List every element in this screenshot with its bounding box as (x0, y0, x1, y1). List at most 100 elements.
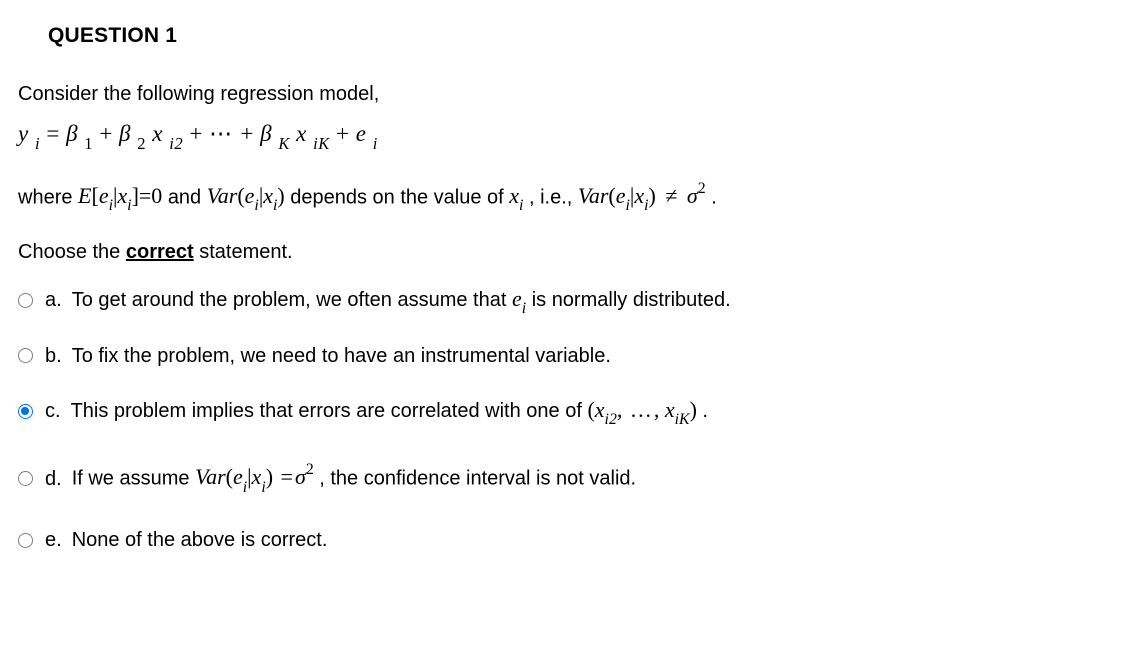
choice-a-letter: a. (45, 285, 62, 315)
cond-E: E (78, 183, 91, 208)
choice-d-open: ( (226, 464, 233, 489)
choice-c-comma2: , (654, 397, 660, 422)
choice-d-e: e (233, 464, 243, 489)
choice-c-comma1: , (617, 397, 623, 422)
eq-plus1: + (99, 121, 112, 146)
choice-d-close: ) (266, 464, 273, 489)
eq-x1: x (152, 121, 163, 146)
eq-eq: = (46, 121, 59, 146)
choice-c-i2: i2 (605, 411, 617, 428)
prompt-post: statement. (194, 241, 293, 263)
choice-a-pre: To get around the problem, we often assu… (72, 289, 512, 311)
prompt-pre: Choose the (18, 241, 126, 263)
eq-beta2-sub: 2 (137, 134, 146, 153)
cond-x3-sub: i (519, 197, 523, 214)
cond-e1: e (99, 183, 109, 208)
cond-where: where (18, 186, 78, 208)
cond-x1: x (117, 183, 127, 208)
regression-equation: y i = β 1 + β 2 x i2 + ⋯ + β K x iK + e … (18, 121, 1130, 152)
choice-c-close: ) (690, 397, 697, 422)
eq-y: y (18, 121, 29, 146)
radio-d[interactable] (18, 471, 33, 486)
cond-sq: 2 (698, 180, 706, 197)
cond-var1: Var (207, 183, 238, 208)
radio-b[interactable] (18, 348, 33, 363)
cond-pc2: ) (649, 183, 656, 208)
eq-e-sub: i (373, 134, 378, 153)
choice-d-sq: 2 (306, 461, 314, 478)
choice-d-sigma: σ (295, 464, 306, 489)
choice-c-text: This problem implies that errors are cor… (71, 393, 708, 430)
eq-beta2: β (119, 121, 131, 146)
choice-c-dots: … (628, 397, 654, 422)
question-page: QUESTION 1 Consider the following regres… (0, 0, 1148, 670)
cond-x2: x (263, 183, 273, 208)
choice-b-letter: b. (45, 341, 62, 371)
radio-c[interactable] (18, 404, 33, 419)
choice-d-xi: i (261, 479, 265, 496)
choice-c-open: ( (587, 397, 594, 422)
choice-c-letter: c. (45, 396, 61, 426)
eq-xK: x (296, 121, 307, 146)
cond-ie: , i.e., (529, 186, 578, 208)
eq-plus2: + (189, 121, 202, 146)
cond-dot: . (711, 186, 717, 208)
choice-c[interactable]: c. This problem implies that errors are … (18, 393, 1130, 430)
choice-d-text: If we assume Var(ei|xi) =σ2 , the confid… (72, 460, 636, 497)
choice-d-post: , the confidence interval is not valid. (319, 467, 636, 489)
cond-x4: x (634, 183, 644, 208)
eq-plus4: + (336, 121, 349, 146)
choice-a[interactable]: a. To get around the problem, we often a… (18, 282, 1130, 319)
eq-xK-sub: iK (313, 134, 330, 153)
cond-sigma: σ (687, 183, 698, 208)
stem-intro: Consider the following regression model, (18, 80, 1130, 109)
cond-e3: e (616, 183, 626, 208)
choice-b-text: To fix the problem, we need to have an i… (72, 341, 611, 371)
choice-c-x1: x (595, 397, 605, 422)
choice-c-dot: . (702, 400, 708, 422)
cond-x3: x (509, 183, 519, 208)
question-number: QUESTION 1 (48, 24, 1130, 48)
prompt: Choose the correct statement. (18, 241, 1130, 264)
eq-e: e (356, 121, 367, 146)
cond-neq: ≠ (661, 183, 681, 208)
eq-x1-sub: i2 (169, 134, 183, 153)
cond-po1: ( (237, 183, 244, 208)
cond-x4-sub: i (644, 197, 648, 214)
eq-betaK: β (260, 121, 272, 146)
cond-e2: e (245, 183, 255, 208)
cond-close: ] (132, 183, 139, 208)
prompt-u: correct (126, 241, 194, 263)
radio-a[interactable] (18, 293, 33, 308)
choice-a-text: To get around the problem, we often assu… (72, 282, 731, 319)
choice-a-post: is normally distributed. (532, 289, 731, 311)
choice-d-eq: = (279, 464, 295, 489)
cond-eq0: =0 (139, 183, 162, 208)
choice-b[interactable]: b. To fix the problem, we need to have a… (18, 341, 1130, 371)
choices: a. To get around the problem, we often a… (18, 282, 1130, 556)
choice-d-letter: d. (45, 464, 62, 494)
choice-a-e: e (512, 286, 522, 311)
cond-x1-sub: i (127, 197, 131, 214)
cond-e3-sub: i (626, 197, 630, 214)
eq-plus3: + (240, 121, 253, 146)
cond-open: [ (91, 183, 98, 208)
choice-d-pre: If we assume (72, 467, 195, 489)
eq-beta1-sub: 1 (84, 134, 93, 153)
choice-d[interactable]: d. If we assume Var(ei|xi) =σ2 , the con… (18, 460, 1130, 497)
cond-po2: ( (608, 183, 615, 208)
choice-e[interactable]: e. None of the above is correct. (18, 525, 1130, 555)
choice-d-x: x (252, 464, 262, 489)
condition-line: where E[ei|xi]=0 and Var(ei|xi) depends … (18, 178, 1130, 217)
cond-e2-sub: i (254, 197, 258, 214)
cond-e1-sub: i (109, 197, 113, 214)
radio-e[interactable] (18, 533, 33, 548)
cond-x2-sub: i (273, 197, 277, 214)
choice-e-text: None of the above is correct. (72, 525, 328, 555)
choice-a-i: i (522, 300, 526, 317)
eq-beta1: β (66, 121, 78, 146)
choice-d-ei: i (243, 479, 247, 496)
choice-d-var: Var (195, 464, 226, 489)
choice-c-iK: iK (675, 411, 690, 428)
choice-e-letter: e. (45, 525, 62, 555)
